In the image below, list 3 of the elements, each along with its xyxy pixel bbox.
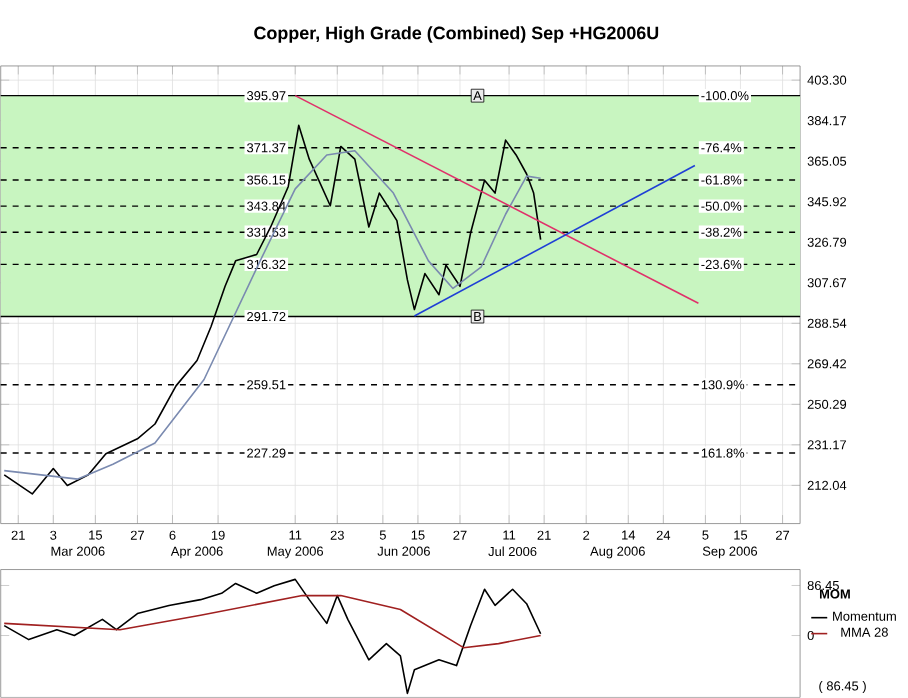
line-series [3, 594, 542, 649]
line-series [3, 578, 542, 695]
chart-title: Copper, High Grade (Combined) Sep +HG2006U [254, 26, 659, 43]
